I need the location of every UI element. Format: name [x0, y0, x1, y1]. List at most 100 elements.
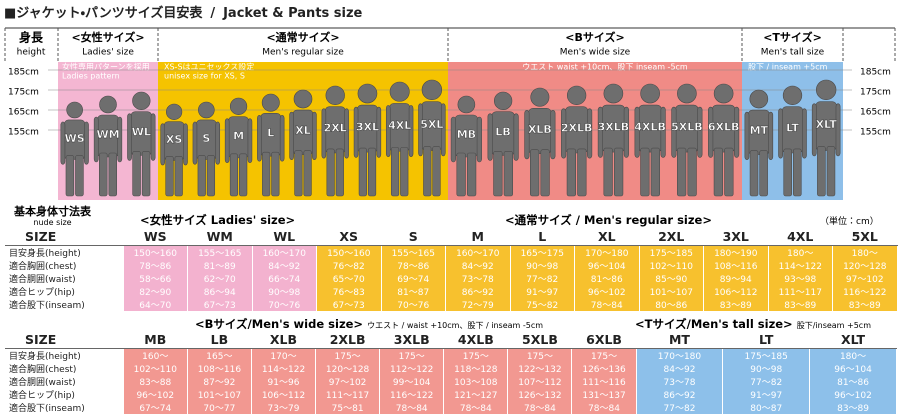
data-row: 適合ヒップ(hip) 96〜102 101〜107 106〜112 111〜117 116… — [5, 388, 897, 401]
arm — [183, 123, 188, 166]
size-label: SIZE — [5, 228, 124, 246]
silhouette: XS — [160, 103, 188, 197]
leg — [456, 152, 466, 197]
arm — [127, 113, 132, 161]
cell: 150〜160 — [123, 245, 188, 259]
height-label-en: height — [17, 48, 46, 58]
arm — [344, 108, 349, 159]
size-name: MB — [123, 331, 188, 349]
leg — [303, 150, 312, 197]
size-name: 6XLB — [571, 331, 637, 349]
nude-size-label: 基本身体寸法表 nude size — [14, 204, 91, 228]
row-label: 目安身長(height) — [5, 348, 124, 362]
cell: 160〜170 — [445, 245, 511, 259]
cell: 66〜74 — [252, 272, 317, 285]
cell: 90〜98 — [722, 362, 811, 375]
size-label: 5XL — [420, 118, 443, 131]
leg — [826, 146, 836, 197]
nude-title: 基本身体寸法表 — [14, 205, 91, 218]
head — [640, 83, 660, 104]
head — [165, 103, 183, 120]
unit: （単位：cm） — [820, 217, 879, 227]
size-row: SIZE WS WM WL XS S M L XL 2XL 3XL 4XL 5XL — [5, 228, 898, 246]
size-label: SIZE — [5, 331, 124, 349]
cell: 84〜92 — [445, 259, 511, 272]
cell: 116〜122 — [379, 388, 445, 401]
cell: 170〜180 — [574, 245, 640, 259]
arm — [513, 113, 519, 161]
cell: 75〜82 — [510, 298, 575, 311]
cell: 91〜97 — [722, 388, 811, 401]
size-table: SIZE MB LB XLB 2XLB 3XLB 4XLB 5XLB 6XLB MT LT XLT 目安… — [5, 331, 897, 414]
row-label: 目安身長(height) — [5, 245, 124, 259]
cell: 150〜160 — [316, 245, 382, 259]
cell: 180〜 — [809, 348, 897, 362]
head — [530, 87, 550, 107]
leg — [466, 152, 477, 197]
head — [603, 83, 624, 104]
cell: 83〜89 — [832, 298, 898, 311]
cell: 58〜66 — [123, 272, 188, 285]
head — [782, 85, 803, 106]
cell: 67〜74 — [123, 401, 188, 414]
leg — [817, 146, 826, 197]
arm — [811, 103, 817, 157]
arm — [257, 115, 262, 162]
size-name: 3XLB — [379, 331, 445, 349]
cell: 76〜83 — [316, 285, 382, 298]
cell: 91〜96 — [251, 375, 317, 388]
head — [749, 89, 769, 109]
leg — [432, 146, 441, 197]
data-row: 目安身長(height) 150〜160 155〜165 160〜170 150〜160… — [5, 245, 898, 259]
arm — [93, 116, 99, 163]
arm — [587, 108, 593, 159]
cell: 70〜76 — [381, 298, 446, 311]
row-label: 適合ヒップ(hip) — [5, 388, 124, 401]
cell: 78〜86 — [381, 259, 446, 272]
head — [566, 85, 587, 106]
arm — [150, 113, 156, 161]
cell: 86〜92 — [445, 285, 511, 298]
size-name: LB — [187, 331, 252, 349]
cell: 83〜89 — [703, 298, 769, 311]
leg — [423, 146, 432, 197]
cell: 101〜107 — [187, 388, 252, 401]
silhouette: MB — [450, 95, 482, 197]
arm — [524, 110, 530, 160]
head — [293, 89, 313, 109]
cell: 69〜74 — [381, 272, 446, 285]
size-name: WL — [252, 228, 317, 246]
size-label: WM — [96, 128, 119, 141]
group-note: ウエスト waist +10cm、股下 inseam -5cm — [522, 63, 688, 72]
leg — [493, 151, 503, 197]
arm — [353, 106, 359, 158]
table-heading: <Tサイズ/Men's tall size> — [635, 317, 793, 331]
cell: 89〜94 — [703, 272, 769, 285]
silhouette: MT — [744, 89, 774, 197]
silhouette: 4XL — [385, 81, 414, 197]
arm — [60, 121, 66, 165]
cell: 126〜132 — [507, 388, 573, 401]
cell: 165〜 — [187, 348, 252, 362]
cell: 70〜77 — [187, 401, 252, 414]
group-title: <Bサイズ> — [565, 30, 625, 44]
size-name: 4XL — [768, 228, 833, 246]
cell: 106〜112 — [251, 388, 317, 401]
group-note: Ladies pattern — [62, 72, 120, 81]
cell: 170〜 — [251, 348, 317, 362]
cell: 73〜78 — [445, 272, 511, 285]
cell: 83〜88 — [123, 375, 188, 388]
group-title: <Tサイズ> — [763, 30, 822, 44]
size-label: M — [233, 129, 244, 142]
height-mark: 165cm — [8, 108, 39, 118]
size-name: XL — [574, 228, 640, 246]
silhouette: XL — [289, 89, 317, 197]
size-label: MB — [457, 128, 476, 141]
leg — [132, 151, 141, 197]
cell: 175〜 — [571, 348, 637, 362]
head — [421, 79, 443, 101]
arm — [160, 123, 166, 166]
size-name: 2XL — [639, 228, 704, 246]
cell: 76〜82 — [316, 259, 382, 272]
cell: 170〜180 — [636, 348, 724, 362]
